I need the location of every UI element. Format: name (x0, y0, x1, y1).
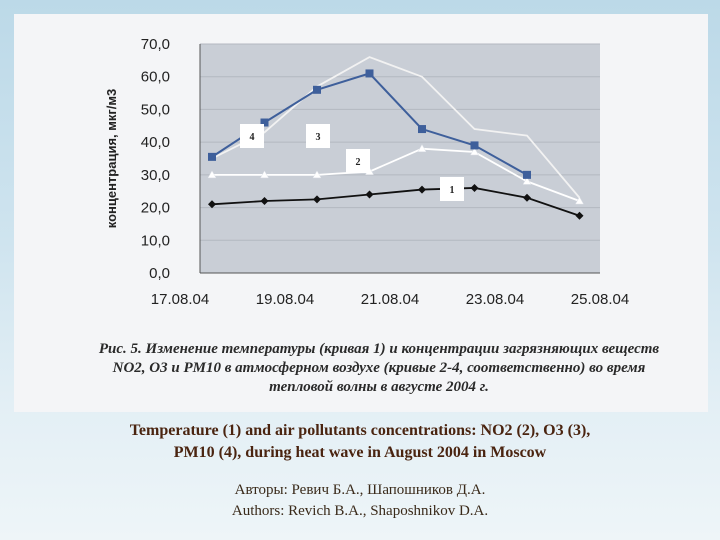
y-tick-label: 50,0 (141, 101, 170, 118)
series-4-point (418, 125, 426, 134)
y-tick-label: 70,0 (141, 36, 170, 53)
series-1-line (211, 187, 580, 217)
y-tick-label: 0,0 (149, 265, 170, 282)
x-tick-label: 21.08.04 (361, 291, 419, 308)
curve-label-box (306, 124, 330, 148)
series-4-point (523, 170, 531, 179)
curve-label-2: 2 (356, 157, 361, 168)
y-tick-label: 30,0 (141, 167, 170, 184)
series-4-point (260, 118, 269, 127)
series-2-point (207, 170, 217, 179)
curve-label-box (440, 177, 464, 201)
y-tick-label: 10,0 (141, 232, 170, 249)
series-1-point (575, 211, 584, 220)
scanned-figure: 0,0 10,0 20,0 30,0 40,0 50,0 60,0 70,0 17.08.04 1… (14, 14, 708, 412)
y-axis-title: концентрация, мкг/м3 (104, 89, 119, 229)
authors-russian: Авторы: Ревич Б.А., Шапошников Д.А. (234, 482, 486, 498)
series-1-point (365, 190, 374, 199)
series-4-point (470, 141, 479, 150)
chart: 0,0 10,0 20,0 30,0 40,0 50,0 60,0 70,0 17.08.04 1… (104, 36, 629, 308)
series-1-point (208, 200, 216, 209)
x-tick-label: 17.08.04 (151, 291, 209, 308)
caption-ru-line-1: Рис. 5. Изменение температуры (кривая 1)… (98, 341, 660, 357)
series-4-point (365, 69, 374, 78)
authors-block: Авторы: Ревич Б.А., Шапошников Д.А. Auth… (60, 480, 660, 522)
caption-ru-line-3: тепловой волны в августе 2004 г. (269, 379, 489, 395)
y-tick-label: 60,0 (141, 69, 170, 86)
curve-label-4: 4 (250, 132, 255, 143)
series-1-point (260, 197, 269, 206)
series-2-point (522, 176, 532, 185)
caption-en-line-1: Temperature (1) and air pollutants conce… (129, 422, 591, 439)
series-2-point (417, 144, 427, 152)
curve-label-1: 1 (450, 185, 455, 196)
series-1-point (470, 183, 479, 192)
series-1-point (313, 195, 321, 204)
series-2-line (212, 147, 580, 202)
x-tick-label: 25.08.04 (571, 291, 629, 308)
curve-label-box (346, 149, 370, 173)
series-3-line (211, 56, 581, 199)
series-4-point (313, 85, 321, 94)
series-1-point (418, 185, 426, 194)
series-2-point (312, 170, 322, 179)
x-tick-label: 23.08.04 (466, 291, 524, 308)
series-4-point (208, 152, 216, 161)
authors-english: Authors: Revich B.A., Shaposhnikov D.A. (231, 503, 489, 519)
y-tick-label: 20,0 (141, 200, 170, 217)
series-1-point (523, 193, 531, 202)
caption-ru-line-2: NO2, O3 и PM10 в атмосферном воздухе (кр… (112, 360, 646, 376)
slide-caption-english: Temperature (1) and air pollutants conce… (20, 420, 700, 464)
series-2-point (260, 170, 269, 179)
y-tick-label: 40,0 (141, 134, 170, 151)
series-2-point (575, 196, 584, 205)
curve-label-3: 3 (316, 132, 321, 143)
series-2-point (470, 147, 479, 156)
figure-caption-russian: Рис. 5. Изменение температуры (кривая 1)… (54, 340, 704, 397)
x-tick-label: 19.08.04 (256, 291, 314, 308)
caption-en-line-2: PM10 (4), during heat wave in August 200… (173, 444, 547, 461)
curve-label-box (240, 124, 264, 148)
